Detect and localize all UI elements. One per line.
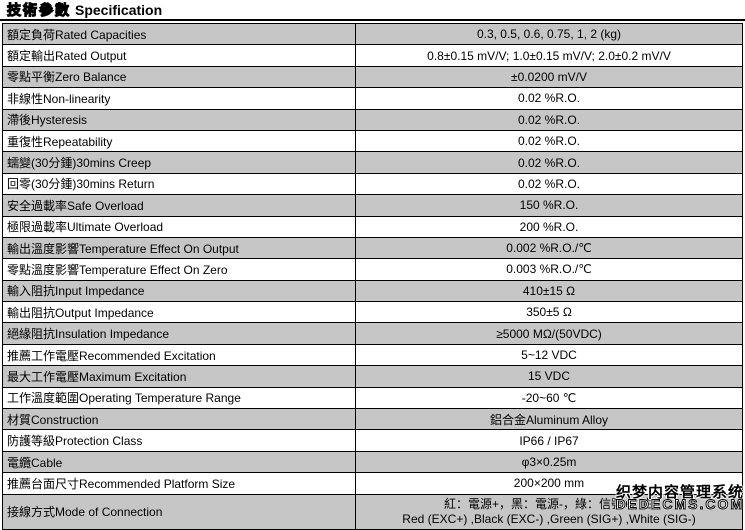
page-title: 技術參數 Specification [0,0,745,18]
table-row: 推薦台面尺寸Recommended Platform Size 200×200 … [2,472,743,495]
table-row: 蠕變(30分鍾)30mins Creep 0.02 %R.O. [2,151,743,174]
spec-value: φ3×0.25m [355,450,743,474]
spec-label: 回零(30分鍾)30mins Return [2,172,356,196]
table-row: 電纜Cable φ3×0.25m [2,450,743,474]
spec-value: ≥5000 MΩ/(50VDC) [355,322,743,345]
spec-label: 輸出阻抗Output Impedance [2,301,356,324]
table-row: 零點溫度影響Temperature Effect On Zero 0.003 %… [2,258,743,281]
page-title-chinese: 技術參數 [6,1,71,18]
spec-label: 輸出溫度影響Temperature Effect On Output [2,236,356,260]
connection-line-english: Red (EXC+) ,Black (EXC-) ,Green (SIG+) ,… [402,512,696,527]
table-row: 輸出溫度影響Temperature Effect On Output 0.002… [2,236,743,260]
spec-label: 推薦工作電壓Recommended Excitation [2,343,356,367]
table-row: 材質Construction 鋁合金Aluminum Alloy [2,408,743,431]
spec-value: 0.003 %R.O./℃ [355,258,743,281]
table-row: 接線方式Mode of Connection 紅：電源+，黑：電源-，綠：信號+… [2,493,743,530]
page-title-english: Specification [75,2,163,18]
spec-label: 防護等級Protection Class [2,429,356,452]
spec-label: 接線方式Mode of Connection [2,493,356,530]
spec-label: 電纜Cable [2,450,356,474]
spec-label: 零點平衡Zero Balance [2,65,356,89]
watermark-cms-name: 织梦内容管理系统 [615,484,744,501]
table-row: 最大工作電壓Maximum Excitation 15 VDC [2,365,743,388]
spec-value: ±0.0200 mV/V [355,65,743,89]
spec-label: 非線性Non-linearity [2,87,356,110]
table-row: 防護等級Protection Class IP66 / IP67 [2,429,743,452]
spec-value: 5~12 VDC [355,343,743,367]
specification-table: 額定負荷Rated Capacities 0.3, 0.5, 0.6, 0.75… [2,22,743,530]
spec-label: 滯後Hysteresis [2,108,356,131]
table-row: 工作溫度範圍Operating Temperature Range -20~60… [2,386,743,410]
spec-value: 350±5 Ω [355,301,743,324]
spec-value: 200×200 mm [355,472,743,495]
spec-label: 重復性Repeatability [2,129,356,153]
table-row: 零點平衡Zero Balance ±0.0200 mV/V [2,65,743,89]
title-underline [0,19,745,21]
spec-label: 極限過載率Ultimate Overload [2,215,356,238]
spec-value: 150 %R.O. [355,194,743,217]
watermark-cms-url: DEDECMS.COM [615,496,744,512]
table-row: 額定輸出Rated Output 0.8±0.15 mV/V; 1.0±0.15… [2,44,743,67]
spec-value: 410±15 Ω [355,279,743,303]
spec-label: 額定負荷Rated Capacities [2,22,356,46]
spec-value: 0.02 %R.O. [355,87,743,110]
spec-value: 0.02 %R.O. [355,129,743,153]
spec-value: 200 %R.O. [355,215,743,238]
spec-label: 材質Construction [2,408,356,431]
table-row: 重復性Repeatability 0.02 %R.O. [2,129,743,153]
spec-label: 零點溫度影響Temperature Effect On Zero [2,258,356,281]
table-row: 輸出阻抗Output Impedance 350±5 Ω [2,301,743,324]
spec-value: 0.8±0.15 mV/V; 1.0±0.15 mV/V; 2.0±0.2 mV… [355,44,743,67]
spec-value: 0.02 %R.O. [355,108,743,131]
table-row: 回零(30分鍾)30mins Return 0.02 %R.O. [2,172,743,196]
spec-label: 蠕變(30分鍾)30mins Creep [2,151,356,174]
spec-value: 15 VDC [355,365,743,388]
connection-line-chinese: 紅：電源+，黑：電源-，綠：信號+，白 [443,497,654,512]
spec-label: 最大工作電壓Maximum Excitation [2,365,356,388]
table-row: 額定負荷Rated Capacities 0.3, 0.5, 0.6, 0.75… [2,22,743,46]
table-row: 極限過載率Ultimate Overload 200 %R.O. [2,215,743,238]
spec-value: 0.3, 0.5, 0.6, 0.75, 1, 2 (kg) [355,22,743,46]
spec-value: IP66 / IP67 [355,429,743,452]
spec-label: 額定輸出Rated Output [2,44,356,67]
spec-label: 絕緣阻抗Insulation Impedance [2,322,356,345]
spec-value: 紅：電源+，黑：電源-，綠：信號+，白 Red (EXC+) ,Black (E… [355,493,743,530]
table-row: 安全過載率Safe Overload 150 %R.O. [2,194,743,217]
table-row: 非線性Non-linearity 0.02 %R.O. [2,87,743,110]
spec-value: 0.02 %R.O. [355,151,743,174]
spec-label: 推薦台面尺寸Recommended Platform Size [2,472,356,495]
table-row: 輸入阻抗Input Impedance 410±15 Ω [2,279,743,303]
spec-value: 0.002 %R.O./℃ [355,236,743,260]
spec-label: 輸入阻抗Input Impedance [2,279,356,303]
spec-value: 0.02 %R.O. [355,172,743,196]
table-row: 推薦工作電壓Recommended Excitation 5~12 VDC [2,343,743,367]
table-row: 滯後Hysteresis 0.02 %R.O. [2,108,743,131]
spec-value: -20~60 ℃ [355,386,743,410]
spec-value: 鋁合金Aluminum Alloy [355,408,743,431]
spec-label: 安全過載率Safe Overload [2,194,356,217]
spec-label: 工作溫度範圍Operating Temperature Range [2,386,356,410]
table-row: 絕緣阻抗Insulation Impedance ≥5000 MΩ/(50VDC… [2,322,743,345]
watermark: 织梦内容管理系统 DEDECMS.COM [615,484,744,512]
